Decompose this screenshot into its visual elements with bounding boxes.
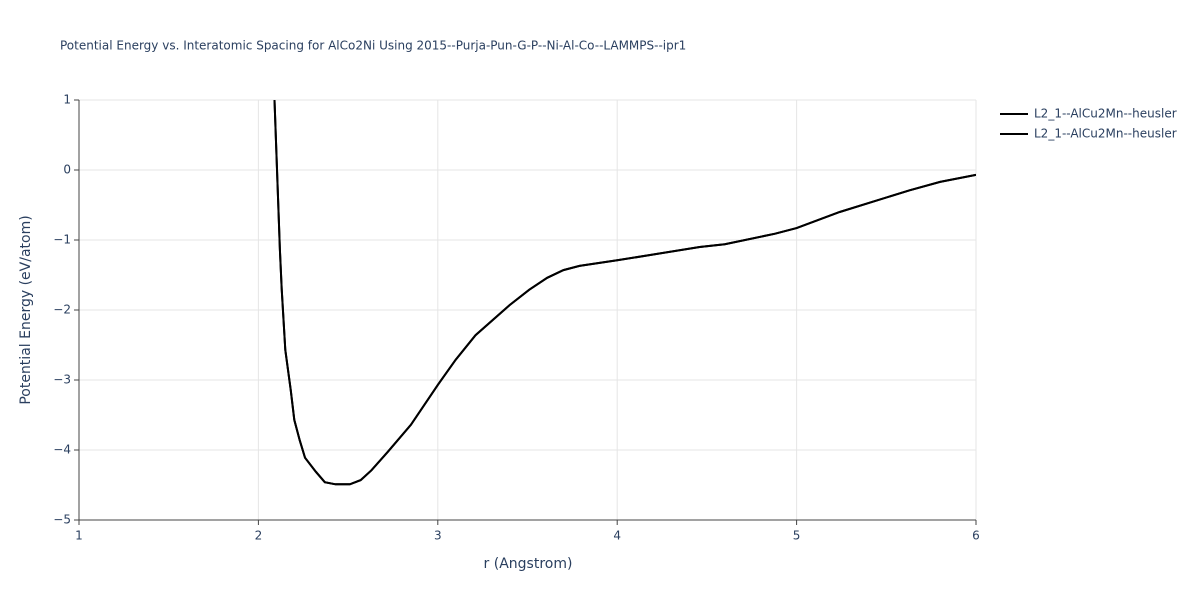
y-tick-label: −4 [53, 443, 71, 457]
x-tick-label: 3 [434, 529, 442, 543]
series-line [273, 100, 976, 486]
y-tick-label: 0 [63, 163, 71, 177]
x-tick-label: 2 [255, 529, 263, 543]
legend-label: L2_1--AlCu2Mn--heusler [1034, 107, 1177, 121]
y-tick-label: −5 [53, 513, 71, 527]
x-tick-label: 5 [793, 529, 801, 543]
x-tick-label: 1 [75, 529, 83, 543]
x-axis-label: r (Angstrom) [484, 556, 573, 572]
y-axis-label: Potential Energy (eV/atom) [18, 215, 34, 404]
y-tick-label: −1 [53, 233, 71, 247]
y-tick-label: 1 [63, 93, 71, 107]
series-line [273, 100, 976, 486]
y-tick-label: −3 [53, 373, 71, 387]
x-tick-label: 6 [972, 529, 980, 543]
legend-label: L2_1--AlCu2Mn--heusler [1034, 127, 1177, 141]
y-tick-label: −2 [53, 303, 71, 317]
x-tick-label: 4 [613, 529, 621, 543]
chart-title: Potential Energy vs. Interatomic Spacing… [60, 39, 686, 53]
